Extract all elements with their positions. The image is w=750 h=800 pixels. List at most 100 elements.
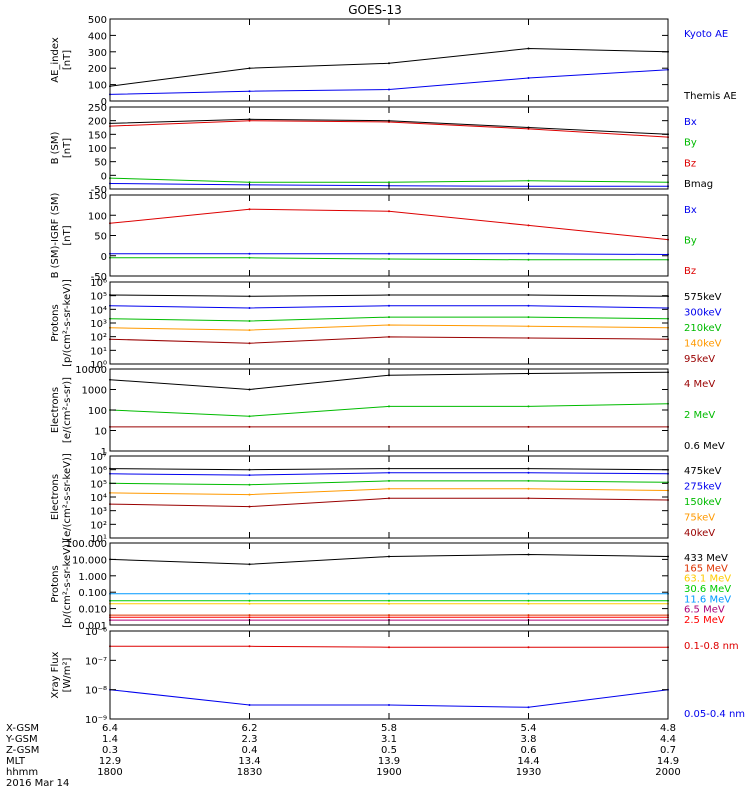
y-tick-label: 50 xyxy=(94,158,107,169)
data-point xyxy=(527,179,530,182)
y-tick-label: 10.000 xyxy=(72,555,107,566)
panel-4: 10⁶ 10⁵ 10⁴ 10³ 10² 10¹ 10⁰ Protons [p/(cm²-s-sr… xyxy=(50,278,722,371)
data-point xyxy=(388,210,390,213)
legend-entry: Bz xyxy=(684,266,696,277)
data-point xyxy=(388,599,390,602)
y-axis-label: [p/(cm²-s-sr-keV)] xyxy=(62,540,73,628)
y-tick-label: 0.100 xyxy=(78,588,107,599)
data-point xyxy=(248,493,251,496)
y-tick-label: 1.000 xyxy=(78,572,107,583)
y-tick-label: 10⁻⁸ xyxy=(85,686,107,697)
data-point xyxy=(248,256,251,259)
legend-entry: 2.5 MeV xyxy=(684,615,725,626)
data-point xyxy=(527,77,530,79)
y-axis-label: Protons xyxy=(50,565,61,602)
x-axis-value: 2000 xyxy=(655,767,680,778)
y-axis-label: [nT] xyxy=(62,138,73,158)
y-tick-label: 50 xyxy=(94,232,107,243)
y-tick-label: -50 xyxy=(91,272,107,283)
y-axis-label: [nT] xyxy=(62,50,73,70)
panel-7: 100.000 10.000 1.000 0.100 0.010 0.001 Protons… xyxy=(50,539,731,632)
series-line-5 xyxy=(109,497,669,508)
data-point xyxy=(388,88,390,91)
y-tick-label: 10000 xyxy=(75,365,107,376)
legend-entry: 210keV xyxy=(684,323,722,334)
y-tick-label: 1000 xyxy=(82,386,107,397)
data-point xyxy=(248,599,251,602)
y-axis-label: Electrons xyxy=(50,387,61,433)
data-point xyxy=(248,119,251,122)
y-tick-label: 100 xyxy=(88,144,107,155)
y-axis-label: B (SM) xyxy=(50,131,61,164)
x-axis-value: 6.4 xyxy=(102,723,118,734)
data-point xyxy=(388,592,390,595)
data-point xyxy=(248,329,251,332)
y-tick-label: 100.000 xyxy=(66,539,107,550)
legend-entry: 95keV xyxy=(684,354,715,365)
data-point xyxy=(248,118,251,121)
x-axis-value: 0.4 xyxy=(242,745,258,756)
series-line-3 xyxy=(109,208,669,241)
y-tick-label: 10⁴ xyxy=(90,493,107,504)
legend-entry: 30.6 MeV xyxy=(684,584,731,595)
x-axis-value: 3.8 xyxy=(521,734,537,745)
x-axis-value: 0.7 xyxy=(660,745,676,756)
y-tick-label: 0 xyxy=(101,97,107,108)
y-tick-label: 10⁻⁷ xyxy=(85,656,107,667)
y-axis-label: Xray Flux xyxy=(50,651,61,698)
y-tick-label: 150 xyxy=(88,130,107,141)
legend-entry: 40keV xyxy=(684,528,715,539)
x-axis-row-label: Y-GSM xyxy=(5,734,38,745)
y-tick-label: 500 xyxy=(88,15,107,26)
y-tick-label: 0.010 xyxy=(78,605,107,616)
data-point xyxy=(248,181,251,184)
data-point xyxy=(527,405,530,408)
x-axis-value: 14.4 xyxy=(517,756,539,767)
x-axis-value: 1.4 xyxy=(102,734,118,745)
data-point xyxy=(388,602,390,605)
data-point xyxy=(248,483,251,486)
data-point xyxy=(527,304,530,307)
legend-entry: 0.6 MeV xyxy=(684,441,725,452)
data-point xyxy=(388,497,390,500)
data-point xyxy=(388,304,390,307)
data-point xyxy=(527,47,530,50)
data-point xyxy=(388,425,390,428)
panel-2: 250 200 150 100 50 0 -50 B (SM) [nT] Bx By Bz Bmag xyxy=(50,103,713,196)
panel-6: 10⁷ 10⁶ 10⁵ 10⁴ 10³ 10² 10¹ Electrons [e/(cm²-s-… xyxy=(50,452,722,545)
data-point xyxy=(248,415,251,418)
date-label: 2016 Mar 14 xyxy=(6,778,69,789)
x-axis-value: 13.4 xyxy=(238,756,260,767)
y-tick-label: 10³ xyxy=(90,319,107,330)
legend-entry: 2 MeV xyxy=(684,410,715,421)
data-point xyxy=(248,614,251,617)
data-point xyxy=(527,252,530,255)
data-point xyxy=(388,614,390,617)
data-point xyxy=(527,467,530,470)
legend-entry: 575keV xyxy=(684,292,722,303)
data-point xyxy=(527,325,530,328)
data-point xyxy=(248,616,251,619)
x-axis-value: 1930 xyxy=(516,767,541,778)
series-line-2 xyxy=(109,47,669,87)
data-point xyxy=(527,126,530,129)
y-tick-label: 250 xyxy=(88,103,107,114)
legend-entry: Bmag xyxy=(684,179,713,190)
data-point xyxy=(248,90,251,93)
data-point xyxy=(388,324,390,326)
y-tick-label: 10² xyxy=(90,333,107,344)
legend-entry: 150keV xyxy=(684,497,722,508)
data-point xyxy=(248,468,251,471)
legend-entry: 140keV xyxy=(684,339,722,350)
y-tick-label: 150 xyxy=(88,191,107,202)
x-axis-value: 14.9 xyxy=(657,756,679,767)
x-axis-value: 1900 xyxy=(376,767,401,778)
y-tick-label: 0 xyxy=(101,252,107,263)
y-tick-label: 10² xyxy=(90,520,107,531)
y-tick-label: 100 xyxy=(88,406,107,417)
data-point xyxy=(388,646,390,649)
data-point xyxy=(527,616,530,619)
legend-entry: 6.5 MeV xyxy=(684,605,725,616)
x-axis-value: 0.3 xyxy=(102,745,118,756)
